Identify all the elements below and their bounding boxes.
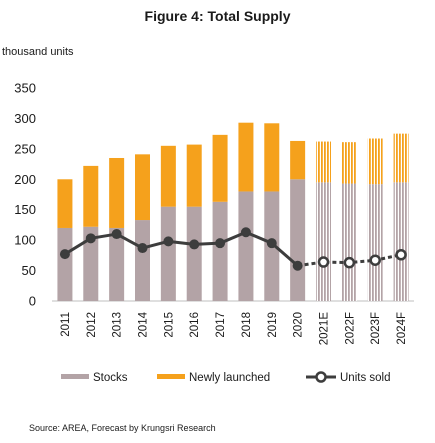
x-tick-label: 2015 <box>163 312 175 338</box>
legend-label-stocks: Stocks <box>93 372 128 384</box>
units-sold-point-2019 <box>266 238 277 249</box>
bar-stocks-2014 <box>135 220 150 301</box>
legend-swatch-stocks <box>61 374 89 379</box>
legend-label-newly-launched: Newly launched <box>189 372 270 384</box>
x-tick-label: 2017 <box>215 312 227 338</box>
x-tick-label: 2014 <box>138 311 150 337</box>
units-sold-point-2015 <box>163 236 174 247</box>
bar-newly-launched-2013 <box>109 157 125 228</box>
y-tick-label: 50 <box>22 263 36 278</box>
x-tick-label: 2011 <box>60 312 72 337</box>
units-sold-point-2013 <box>111 229 122 240</box>
bar-stocks-2023F <box>367 184 383 301</box>
y-axis-label: thousand units <box>2 46 74 58</box>
units-sold-point-2011 <box>59 249 70 260</box>
x-tick-label: 2018 <box>241 312 253 338</box>
x-tick-label: 2019 <box>267 312 279 338</box>
bar-newly-launched-2015 <box>160 145 176 207</box>
units-sold-point-2016 <box>189 239 200 250</box>
bar-stocks-2017 <box>212 201 228 301</box>
bar-stocks-2015 <box>160 206 176 301</box>
x-tick-label: 2021E <box>319 312 331 346</box>
x-tick-label: 2016 <box>189 312 201 338</box>
bar-stocks-2021E <box>316 182 331 301</box>
units-sold-point-2017 <box>215 238 226 249</box>
units-sold-point-2018 <box>240 227 251 238</box>
bar-stocks-2018 <box>238 191 254 301</box>
bar-newly-launched-2020 <box>290 140 306 180</box>
bar-newly-launched-2023F <box>367 138 383 185</box>
bar-stocks-2024F <box>393 182 409 301</box>
y-tick-label: 250 <box>14 141 36 156</box>
x-tick-label: 2012 <box>86 312 98 338</box>
y-tick-label: 0 <box>29 294 36 309</box>
bar-stocks-2012 <box>83 226 99 301</box>
legend-label-units-sold: Units sold <box>340 372 391 384</box>
bar-newly-launched-2019 <box>264 123 280 192</box>
source-note: Source: AREA, Forecast by Krungsri Resea… <box>29 423 216 433</box>
bar-newly-launched-2011 <box>57 179 73 228</box>
bar-stocks-2020 <box>290 179 306 301</box>
bar-newly-launched-2014 <box>135 154 150 221</box>
bar-newly-launched-2012 <box>83 165 99 227</box>
units-sold-point-2021E <box>317 256 330 268</box>
units-sold-point-2020 <box>292 260 303 271</box>
bar-newly-launched-2024F <box>393 133 409 183</box>
y-tick-label: 200 <box>14 172 36 187</box>
y-tick-label: 100 <box>14 233 36 248</box>
units-sold-line <box>64 230 299 267</box>
y-tick-label: 350 <box>14 81 36 96</box>
y-tick-label: 300 <box>14 111 36 126</box>
bar-stocks-2011 <box>57 227 73 301</box>
y-tick-label: 150 <box>14 202 36 217</box>
bar-newly-launched-2017 <box>212 134 228 202</box>
bar-newly-launched-2016 <box>186 144 202 207</box>
x-tick-label: 2024F <box>396 312 408 345</box>
units-sold-point-2012 <box>85 233 96 244</box>
bar-newly-launched-2022F <box>341 142 357 184</box>
units-sold-point-2024F <box>395 248 407 261</box>
units-sold-point-2014 <box>137 243 148 254</box>
bar-newly-launched-2021E <box>316 141 331 183</box>
x-tick-label: 2020 <box>293 312 305 338</box>
x-tick-label: 2022F <box>344 312 356 345</box>
legend-swatch-newly-launched <box>157 374 185 379</box>
chart-title: Figure 4: Total Supply <box>144 8 291 24</box>
legend-marker-units-sold <box>315 371 327 383</box>
units-sold-point-2023F <box>369 254 381 266</box>
x-tick-label: 2023F <box>370 312 382 345</box>
units-sold-point-2022F <box>343 256 356 269</box>
bar-stocks-2013 <box>109 227 125 301</box>
x-tick-label: 2013 <box>112 312 124 338</box>
bar-stocks-2022F <box>341 183 357 301</box>
bar-newly-launched-2018 <box>238 122 254 192</box>
bar-stocks-2016 <box>186 206 202 301</box>
